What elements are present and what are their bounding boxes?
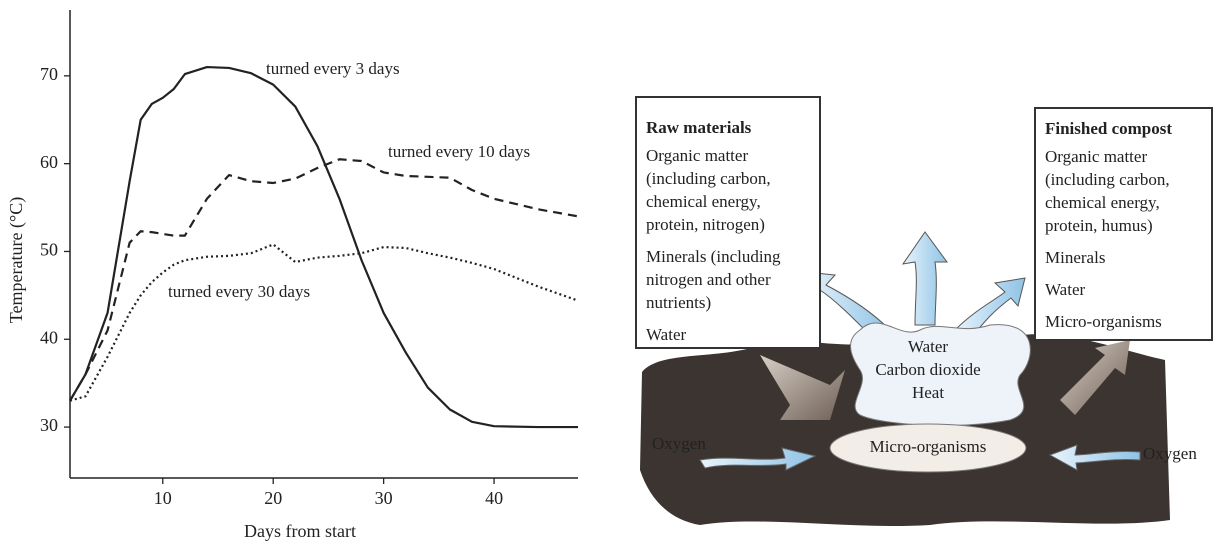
release-arrow	[903, 232, 947, 325]
box-line: Organic matter	[646, 146, 748, 165]
chart: Days from start Temperature (°C) 30 40 50 6…	[6, 10, 578, 541]
series-line	[70, 244, 578, 400]
y-tick-label: 50	[40, 240, 58, 260]
box-line: Water	[646, 325, 686, 344]
series-line	[70, 159, 578, 400]
product-label: Water	[908, 337, 948, 356]
x-tick-label: 30	[375, 488, 393, 508]
box-line: chemical energy,	[646, 192, 761, 211]
box-line: Minerals (including	[646, 247, 781, 266]
product-label: Heat	[912, 383, 944, 402]
product-label: Carbon dioxide	[875, 360, 980, 379]
series-label: turned every 10 days	[388, 142, 530, 161]
microbes-label: Micro-organisms	[870, 437, 987, 456]
box-line: protein, nitrogen)	[646, 215, 765, 234]
y-axis-label: Temperature (°C)	[6, 197, 27, 323]
diagram: Oxygen Oxygen Micro-organisms Raw materi…	[636, 97, 1212, 526]
box-line: protein, humus)	[1045, 216, 1153, 235]
y-tick-label: 60	[40, 152, 58, 172]
box-line: nutrients)	[646, 293, 711, 312]
y-tick-label: 70	[40, 64, 58, 84]
oxygen-label: Oxygen	[652, 434, 706, 453]
x-tick-label: 10	[154, 488, 172, 508]
box-title: Raw materials	[646, 118, 752, 137]
y-tick-label: 30	[40, 415, 58, 435]
box-line: nitrogen and other	[646, 270, 771, 289]
x-tick-label: 20	[264, 488, 282, 508]
box-title: Finished compost	[1045, 119, 1172, 138]
box-line: (including carbon,	[1045, 170, 1170, 189]
box-line: Water	[1045, 280, 1085, 299]
x-tick-label: 40	[485, 488, 503, 508]
series-label: turned every 3 days	[266, 59, 400, 78]
series-line	[70, 67, 578, 427]
box-line: chemical energy,	[1045, 193, 1160, 212]
y-tick-label: 40	[40, 327, 58, 347]
box-line: Organic matter	[1045, 147, 1147, 166]
oxygen-label: Oxygen	[1143, 444, 1197, 463]
x-axis-label: Days from start	[244, 521, 356, 541]
box-line: Micro-organisms	[1045, 312, 1162, 331]
figure: Days from start Temperature (°C) 30 40 50 6…	[0, 0, 1214, 548]
box-line: Minerals	[1045, 248, 1105, 267]
box-line: (including carbon,	[646, 169, 771, 188]
series-label: turned every 30 days	[168, 282, 310, 301]
